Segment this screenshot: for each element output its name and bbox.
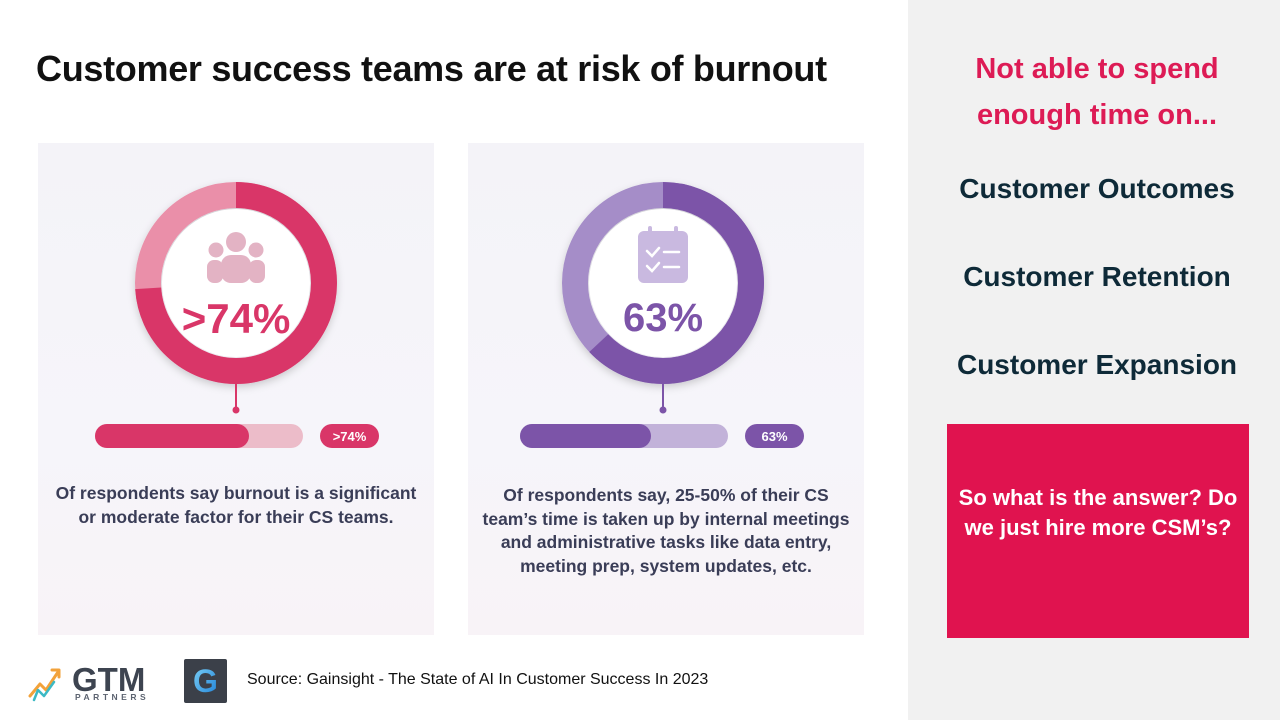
donut-chart: 63%: [562, 182, 764, 414]
donut-value-arc: [562, 182, 764, 384]
progress-bar-fill: [520, 424, 652, 448]
sidebar-panel: Not able to spend enough time on... Cust…: [908, 0, 1280, 720]
sidebar-item-outcomes: Customer Outcomes: [959, 173, 1235, 204]
gainsight-logo-letter: G: [193, 663, 218, 699]
sidebar-item-retention: Customer Retention: [963, 261, 1231, 292]
callout-text: So what is the answer? Do we just hire m…: [958, 485, 1238, 540]
donut-value-label: 63%: [623, 296, 703, 340]
gtm-chart-mark-icon: [28, 668, 61, 702]
value-pill: >74%: [320, 424, 379, 448]
gtm-logo-subtext: PARTNERS: [75, 692, 150, 702]
stat-card-admin-time: 63% 63% Of respondents say, 25-50% of th…: [468, 143, 864, 635]
sidebar-item-expansion: Customer Expansion: [956, 349, 1238, 380]
source-citation: Source: Gainsight - The State of AI In C…: [247, 671, 709, 688]
sidebar-heading-line1: Not able to spend: [975, 53, 1219, 85]
donut-value-arc: [135, 182, 337, 384]
gtm-logo-text: GTM: [72, 661, 146, 698]
stat-description: Of respondents say, 25-50% of their CS t…: [482, 485, 850, 576]
people-group-icon: [207, 232, 265, 283]
callout-box: So what is the answer? Do we just hire m…: [947, 424, 1249, 638]
calendar-checklist-icon: [638, 226, 688, 283]
sidebar-heading: Not able to spend enough time on...: [908, 46, 1280, 138]
donut-chart: >74%: [135, 182, 337, 414]
value-pill: 63%: [745, 424, 804, 448]
stat-card-burnout: >74% >74% Of respondents say burnout is …: [38, 143, 434, 635]
donut-value-label: >74%: [182, 295, 291, 342]
progress-bar-track: [95, 424, 303, 448]
stat-description: Of respondents say burnout is a signific…: [55, 483, 417, 527]
progress-bar-track: [520, 424, 728, 448]
slide-title: Customer success teams are at risk of bu…: [36, 48, 827, 89]
gtm-partners-logo: GTM PARTNERS: [28, 660, 148, 704]
progress-bar-fill: [95, 424, 249, 448]
gainsight-logo: G: [184, 659, 227, 703]
sidebar-heading-line2: enough time on...: [976, 99, 1218, 131]
donut-stem-dot: [659, 406, 667, 414]
donut-stem-dot: [232, 406, 240, 414]
